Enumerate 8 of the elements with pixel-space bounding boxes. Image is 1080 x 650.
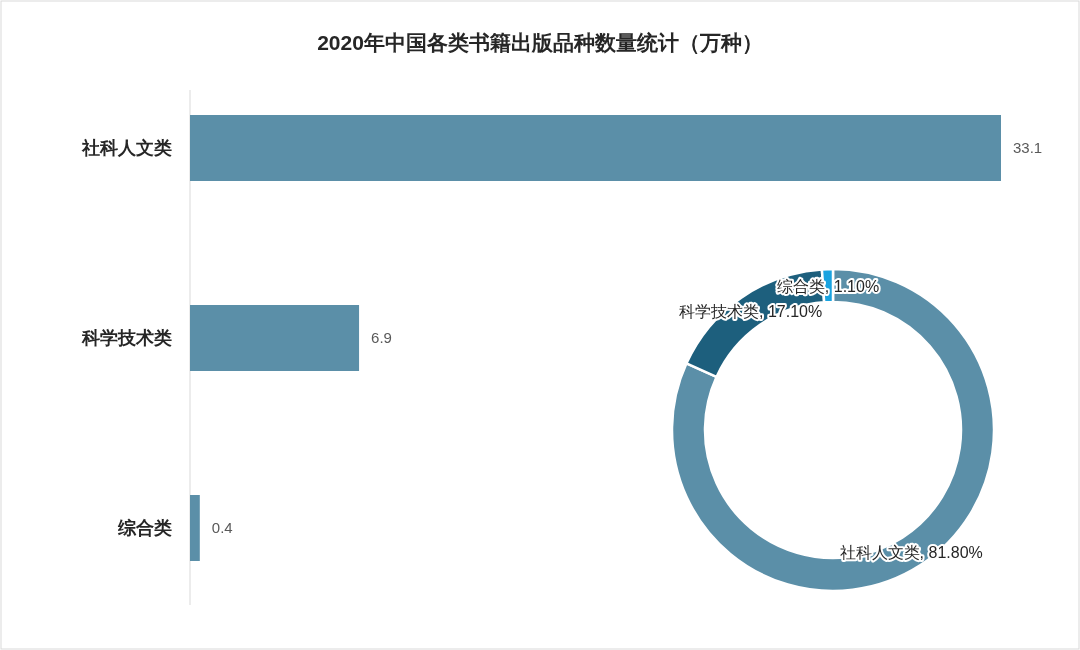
y-tick-label: 综合类: [117, 518, 172, 538]
chart-title: 2020年中国各类书籍出版品种数量统计（万种）: [317, 31, 763, 54]
data-label: 33.1: [1013, 139, 1043, 156]
y-tick-label: 科学技术类: [81, 328, 172, 348]
donut-slice: [670, 267, 996, 592]
data-label: 0.4: [211, 519, 233, 536]
y-tick-label: 社科人文类: [81, 138, 172, 158]
data-label: 6.9: [371, 329, 392, 346]
